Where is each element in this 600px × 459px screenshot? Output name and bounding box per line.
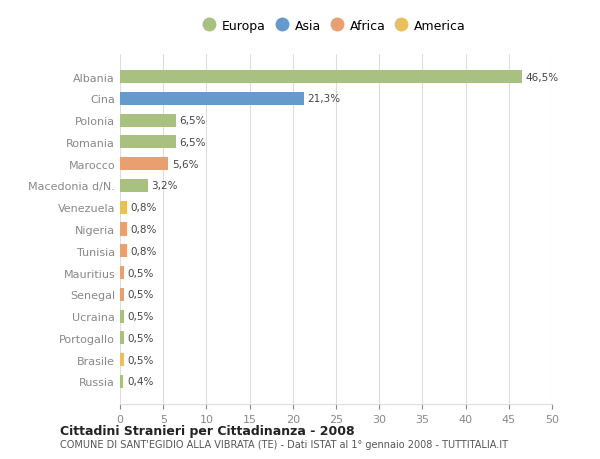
Text: 0,5%: 0,5% bbox=[128, 268, 154, 278]
Bar bbox=[120, 71, 522, 84]
Text: 6,5%: 6,5% bbox=[179, 138, 206, 148]
Text: 0,5%: 0,5% bbox=[128, 290, 154, 300]
Text: 0,4%: 0,4% bbox=[127, 376, 153, 386]
Bar bbox=[120, 114, 176, 128]
Bar bbox=[120, 136, 176, 149]
Legend: Europa, Asia, Africa, America: Europa, Asia, Africa, America bbox=[202, 16, 470, 36]
Text: 0,5%: 0,5% bbox=[128, 333, 154, 343]
Bar bbox=[120, 158, 169, 171]
Text: 0,5%: 0,5% bbox=[128, 311, 154, 321]
Text: Cittadini Stranieri per Cittadinanza - 2008: Cittadini Stranieri per Cittadinanza - 2… bbox=[60, 424, 355, 437]
Bar bbox=[120, 310, 124, 323]
Text: 0,5%: 0,5% bbox=[128, 355, 154, 365]
Text: 6,5%: 6,5% bbox=[179, 116, 206, 126]
Text: 46,5%: 46,5% bbox=[525, 73, 559, 83]
Text: 5,6%: 5,6% bbox=[172, 159, 199, 169]
Bar bbox=[120, 375, 124, 388]
Bar bbox=[120, 266, 124, 280]
Bar bbox=[120, 223, 127, 236]
Bar bbox=[120, 353, 124, 366]
Bar bbox=[120, 93, 304, 106]
Text: 0,8%: 0,8% bbox=[130, 203, 157, 213]
Bar bbox=[120, 331, 124, 345]
Bar bbox=[120, 288, 124, 301]
Bar bbox=[120, 201, 127, 214]
Text: COMUNE DI SANT'EGIDIO ALLA VIBRATA (TE) - Dati ISTAT al 1° gennaio 2008 - TUTTIT: COMUNE DI SANT'EGIDIO ALLA VIBRATA (TE) … bbox=[60, 440, 508, 449]
Text: 3,2%: 3,2% bbox=[151, 181, 178, 191]
Bar bbox=[120, 179, 148, 193]
Text: 21,3%: 21,3% bbox=[307, 94, 341, 104]
Text: 0,8%: 0,8% bbox=[130, 224, 157, 235]
Text: 0,8%: 0,8% bbox=[130, 246, 157, 256]
Bar bbox=[120, 245, 127, 258]
